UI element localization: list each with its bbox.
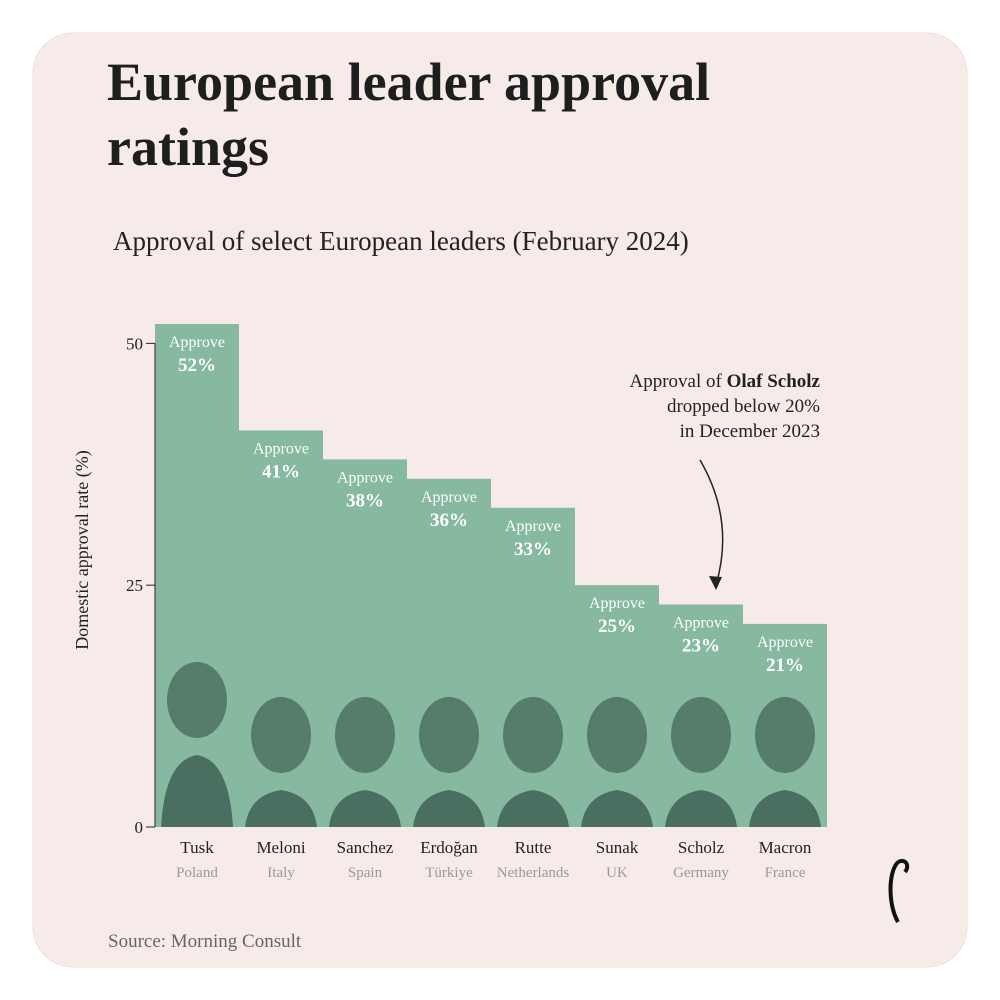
- portrait: [749, 790, 821, 827]
- value-label: 23%: [682, 636, 720, 657]
- portrait: [503, 697, 563, 773]
- logo: [888, 859, 910, 924]
- value-label: 21%: [766, 655, 804, 676]
- y-tick-label: 50: [126, 334, 143, 353]
- annotation: dropped below 20%: [667, 396, 820, 417]
- annotation-arrow: [699, 459, 724, 586]
- bar-label: Approve: [505, 518, 561, 535]
- portrait: [497, 790, 569, 827]
- x-tick-label: Sanchez: [337, 838, 394, 857]
- x-tick-label: Macron: [759, 838, 812, 857]
- bar-label: Approve: [169, 334, 225, 351]
- country-label: Türkiye: [425, 865, 473, 881]
- bar-label: Approve: [589, 595, 645, 612]
- bar: [491, 507, 575, 827]
- portrait: [167, 662, 227, 738]
- portrait: [581, 790, 653, 827]
- chart-subtitle: Approval of select European leaders (Feb…: [113, 226, 689, 256]
- x-tick-label: Scholz: [678, 838, 725, 857]
- x-tick-label: Meloni: [256, 838, 305, 857]
- bar-label: Approve: [757, 634, 813, 651]
- portrait: [671, 697, 731, 773]
- country-label: Spain: [348, 865, 383, 881]
- portrait: [419, 697, 479, 773]
- annotation: in December 2023: [680, 421, 820, 442]
- y-tick-label: 25: [126, 576, 143, 595]
- value-label: 38%: [346, 490, 384, 511]
- portrait: [251, 697, 311, 773]
- portrait: [665, 790, 737, 827]
- portrait: [245, 790, 317, 827]
- y-tick-label: 0: [135, 818, 144, 837]
- country-label: Germany: [673, 865, 729, 881]
- value-label: 52%: [178, 355, 216, 376]
- x-tick-label: Sunak: [596, 838, 639, 857]
- bar: [155, 324, 239, 827]
- x-tick-label: Tusk: [180, 838, 214, 857]
- portrait: [161, 755, 233, 827]
- x-tick-label: Erdoğan: [420, 838, 478, 857]
- chart-title: ratings: [107, 117, 269, 177]
- value-label: 33%: [514, 539, 552, 560]
- country-label: Italy: [267, 865, 295, 881]
- country-label: France: [765, 865, 806, 881]
- x-tick-label: Rutte: [515, 838, 552, 857]
- y-axis-label: Domestic approval rate (%): [72, 450, 93, 649]
- annotation-text: Approval of: [629, 371, 726, 392]
- annotation: Approval of Olaf Scholz: [629, 371, 820, 392]
- value-label: 36%: [430, 510, 468, 531]
- bar: [407, 478, 491, 827]
- source: Source: Morning Consult: [108, 931, 302, 952]
- arrow-head: [709, 576, 722, 590]
- portrait: [587, 697, 647, 773]
- portrait: [755, 697, 815, 773]
- portrait: [413, 790, 485, 827]
- portrait: [335, 697, 395, 773]
- bar-label: Approve: [673, 615, 729, 632]
- country-label: UK: [606, 865, 628, 881]
- portrait: [329, 790, 401, 827]
- country-label: Poland: [176, 865, 218, 881]
- country-label: Netherlands: [497, 865, 570, 881]
- value-label: 25%: [598, 616, 636, 637]
- annotation-name: Olaf Scholz: [727, 371, 821, 392]
- bar-label: Approve: [421, 489, 477, 506]
- plot: 0 25 50 Approve 52% Tusk Poland Approve 41% Melon…: [126, 324, 827, 881]
- chart-title: European leader approval: [107, 52, 710, 112]
- bar-label: Approve: [337, 469, 393, 486]
- value-label: 41%: [262, 461, 300, 482]
- bar-label: Approve: [253, 440, 309, 457]
